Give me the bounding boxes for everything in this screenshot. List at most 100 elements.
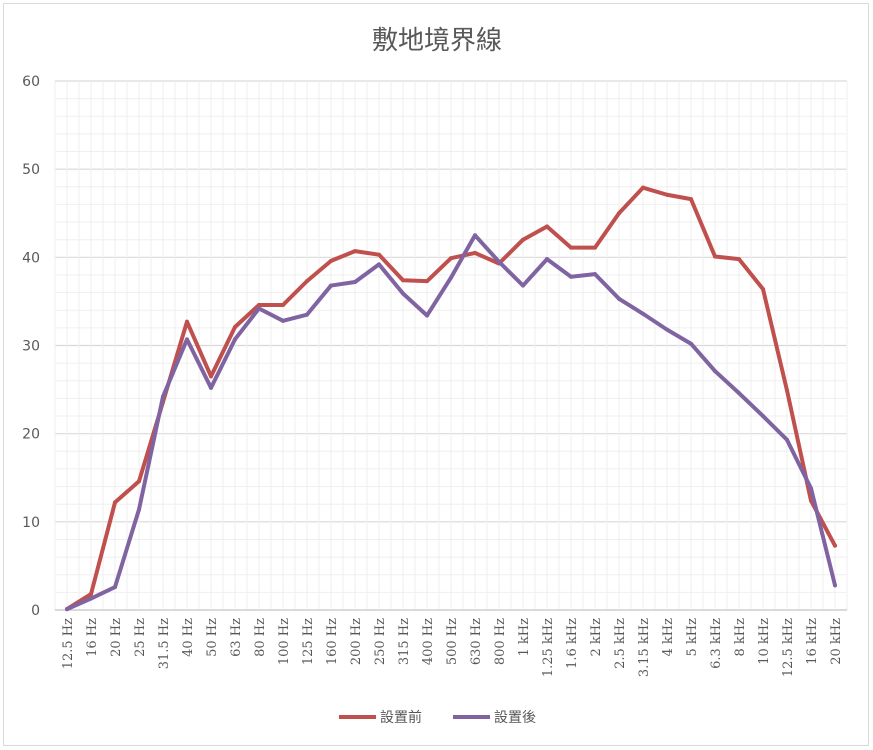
x-tick-label: 250 Hz	[373, 618, 388, 665]
data-point-1	[425, 313, 429, 318]
data-point-1	[641, 311, 645, 316]
data-point-1	[521, 283, 525, 288]
x-tick-label: 50 Hz	[205, 618, 220, 657]
data-point-1	[353, 280, 357, 285]
data-point-1	[185, 337, 189, 342]
data-point-0	[737, 257, 741, 262]
data-point-1	[137, 507, 141, 512]
x-tick-label: 1.25 kHz	[541, 618, 556, 677]
data-point-0	[185, 319, 189, 324]
data-point-1	[497, 259, 501, 264]
x-tick-label: 2.5 kHz	[613, 618, 628, 669]
data-point-0	[209, 374, 213, 379]
x-tick-label: 1 kHz	[517, 618, 532, 657]
data-point-0	[545, 224, 549, 229]
y-tick-label: 20	[22, 427, 40, 443]
x-tick-label: 10 kHz	[757, 618, 772, 665]
x-tick-label: 800 Hz	[493, 618, 508, 665]
x-tick-label: 400 Hz	[421, 618, 436, 665]
x-tick-label: 200 Hz	[349, 618, 364, 665]
data-point-0	[449, 256, 453, 261]
data-point-0	[617, 211, 621, 216]
x-tick-label: 20 Hz	[109, 618, 124, 657]
y-tick-label: 50	[22, 162, 40, 178]
data-point-1	[473, 233, 477, 238]
x-tick-label: 40 Hz	[181, 618, 196, 657]
grid	[54, 80, 848, 611]
data-point-0	[353, 249, 357, 254]
x-tick-label: 31.5 Hz	[157, 618, 172, 669]
y-tick-label: 0	[31, 603, 40, 619]
x-tick-label: 25 Hz	[133, 618, 148, 657]
data-point-1	[713, 369, 717, 374]
chart-svg: 敷地境界線 0 10 20 30 40 50 60 12.5 Hz 16 Hz 20 Hz 25 …	[22, 26, 848, 726]
chart-frame: 敷地境界線 0 10 20 30 40 50 60 12.5 Hz 16 Hz 20 Hz 25 …	[3, 3, 869, 746]
data-point-0	[281, 302, 285, 307]
data-point-1	[113, 585, 117, 590]
x-tick-label: 500 Hz	[445, 618, 460, 665]
x-tick-label: 1.6 kHz	[565, 618, 580, 669]
x-tick-label: 630 Hz	[469, 618, 484, 665]
x-tick-label: 63 Hz	[229, 618, 244, 657]
data-point-1	[737, 391, 741, 396]
data-point-0	[89, 592, 93, 597]
data-point-1	[761, 414, 765, 419]
data-point-1	[617, 296, 621, 301]
data-point-0	[305, 279, 309, 284]
x-tick-label: 160 Hz	[325, 618, 340, 665]
data-point-1	[305, 312, 309, 317]
x-tick-label: 4 kHz	[661, 618, 676, 657]
data-point-0	[569, 245, 573, 250]
data-point-0	[473, 250, 477, 255]
x-tick-label: 315 Hz	[397, 618, 412, 665]
series-lines	[65, 185, 837, 612]
x-axis-ticks: 12.5 Hz 16 Hz 20 Hz 25 Hz 31.5 Hz 40 Hz 50 Hz 6…	[61, 618, 844, 677]
data-point-1	[233, 337, 237, 342]
data-point-0	[785, 388, 789, 393]
data-point-1	[665, 327, 669, 332]
data-point-1	[593, 272, 597, 277]
x-tick-label: 16 Hz	[85, 618, 100, 657]
data-point-0	[641, 185, 645, 190]
y-axis-ticks: 0 10 20 30 40 50 60	[22, 74, 40, 619]
data-point-1	[545, 257, 549, 262]
y-tick-label: 10	[22, 515, 40, 531]
data-point-1	[401, 291, 405, 296]
data-point-1	[785, 437, 789, 442]
data-point-0	[689, 197, 693, 202]
data-point-0	[425, 279, 429, 284]
x-tick-label: 80 Hz	[253, 618, 268, 657]
data-point-1	[809, 486, 813, 491]
x-tick-label: 2 kHz	[589, 618, 604, 657]
x-tick-label: 6.3 kHz	[709, 618, 724, 669]
data-point-1	[65, 607, 69, 612]
data-point-1	[689, 341, 693, 346]
x-tick-label: 100 Hz	[277, 618, 292, 665]
data-point-1	[161, 394, 165, 399]
y-tick-label: 40	[22, 250, 40, 266]
data-point-0	[401, 278, 405, 283]
data-point-1	[569, 274, 573, 279]
data-point-1	[449, 275, 453, 280]
data-point-0	[713, 254, 717, 259]
legend-label-before: 設置前	[380, 709, 422, 726]
y-tick-label: 60	[22, 74, 40, 90]
data-point-0	[521, 237, 525, 242]
data-point-1	[209, 385, 213, 390]
data-point-1	[377, 262, 381, 267]
legend: 設置前 設置後	[339, 709, 536, 726]
data-point-1	[329, 283, 333, 288]
x-tick-label: 125 Hz	[301, 618, 316, 665]
data-point-0	[137, 479, 141, 484]
data-point-0	[113, 500, 117, 505]
x-tick-label: 5 kHz	[685, 618, 700, 657]
data-point-1	[833, 583, 837, 588]
data-point-0	[257, 302, 261, 307]
data-point-0	[377, 252, 381, 257]
x-tick-label: 16 kHz	[805, 618, 820, 665]
data-point-0	[665, 192, 669, 197]
chart-title: 敷地境界線	[372, 26, 502, 56]
data-point-0	[761, 287, 765, 292]
data-point-1	[89, 596, 93, 601]
x-tick-label: 3.15 kHz	[637, 618, 652, 677]
